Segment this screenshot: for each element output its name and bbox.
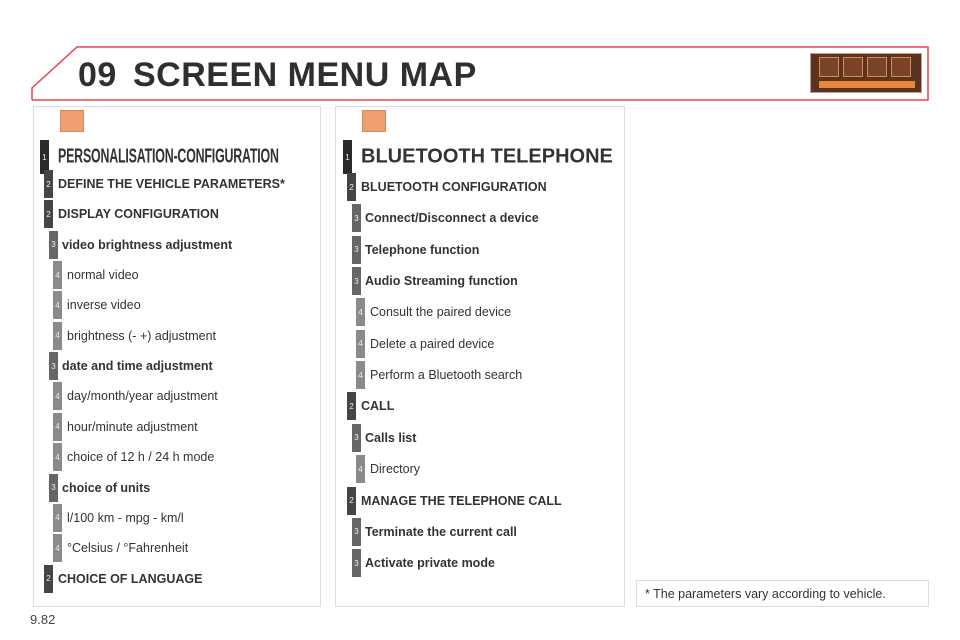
menu-item-label: date and time adjustment xyxy=(62,359,213,374)
menu-item-label: video brightness adjustment xyxy=(62,237,233,252)
menu-item-label: CHOICE OF LANGUAGE xyxy=(58,571,203,586)
menu-item-label: Connect/Disconnect a device xyxy=(365,211,539,226)
menu-item-label: choice of units xyxy=(62,480,151,495)
page-title: SCREEN MENU MAP xyxy=(133,56,477,94)
menu-item-label: BLUETOOTH CONFIGURATION xyxy=(361,180,547,194)
level-badge: 4 xyxy=(53,291,62,320)
level-badge: 3 xyxy=(352,423,361,452)
personalisation-panel xyxy=(33,106,321,607)
level-badge: 2 xyxy=(347,392,356,421)
level-badge: 4 xyxy=(53,412,62,441)
menu-item-label: BLUETOOTH TELEPHONE xyxy=(361,145,613,168)
level-badge: 4 xyxy=(356,329,365,358)
level-badge: 3 xyxy=(49,352,58,381)
settings-icon xyxy=(867,57,887,77)
level-badge: 2 xyxy=(347,173,356,201)
level-badge: 4 xyxy=(356,361,365,390)
level-badge: 4 xyxy=(53,503,62,532)
level-badge: 2 xyxy=(347,486,356,515)
menu-item-label: Consult the paired device xyxy=(370,305,512,320)
menu-item-label: Perform a Bluetooth search xyxy=(370,368,523,383)
level-badge: 1 xyxy=(343,140,352,174)
menu-item-label: inverse video xyxy=(67,298,141,313)
menu-item-label: hour/minute adjustment xyxy=(67,419,198,434)
level-badge: 2 xyxy=(44,200,53,229)
level-badge: 3 xyxy=(352,235,361,264)
menu-item-label: MANAGE THE TELEPHONE CALL xyxy=(361,493,562,508)
highlight-bar xyxy=(819,81,915,88)
page-number: 9.82 xyxy=(30,612,56,627)
menu-item-label: day/month/year adjustment xyxy=(67,389,218,404)
menu-item-label: Activate private mode xyxy=(365,556,495,571)
menu-item-label: Telephone function xyxy=(365,242,480,257)
menu-item-label: normal video xyxy=(67,268,139,283)
level-badge: 2 xyxy=(44,564,53,593)
menu-item-label: Terminate the current call xyxy=(365,524,517,539)
level-badge: 4 xyxy=(356,455,365,484)
level-badge: 4 xyxy=(356,298,365,327)
menu-item-label: Delete a paired device xyxy=(370,336,495,351)
level-badge: 4 xyxy=(53,443,62,472)
menu-item-label: DISPLAY CONFIGURATION xyxy=(58,207,219,222)
level-badge: 4 xyxy=(53,382,62,411)
fuel-icon xyxy=(843,57,863,77)
level-badge: 3 xyxy=(352,549,361,578)
level-badge: 4 xyxy=(53,534,62,563)
menu-item-label: Directory xyxy=(370,462,421,477)
menu-item-label: brightness (- +) adjustment xyxy=(67,328,217,343)
menu-item-label: Audio Streaming function xyxy=(365,274,518,289)
level-badge: 3 xyxy=(49,473,58,502)
level-badge: 3 xyxy=(352,204,361,233)
menu-item-label: Calls list xyxy=(365,430,417,445)
level-badge: 2 xyxy=(44,170,53,198)
bluetooth-panel xyxy=(335,106,625,607)
level-badge: 3 xyxy=(352,517,361,546)
level-badge: 4 xyxy=(53,321,62,350)
header-frame xyxy=(31,46,929,101)
level-badge: 3 xyxy=(352,267,361,296)
menu-item-label: choice of 12 h / 24 h mode xyxy=(67,450,215,465)
phone-icon xyxy=(891,57,911,77)
menu-item-label: °Celsius / °Fahrenheit xyxy=(67,541,189,556)
menu-item-label: l/100 km - mpg - km/l xyxy=(67,510,184,525)
menu-item-label: DEFINE THE VEHICLE PARAMETERS* xyxy=(58,177,285,191)
menu-item-label: CALL xyxy=(361,399,395,414)
level-badge: 3 xyxy=(49,230,58,259)
level-badge: 1 xyxy=(40,140,49,174)
level-badge: 4 xyxy=(53,261,62,290)
music-icon xyxy=(819,57,839,77)
menu-item-label: PERSONALISATION-CONFIGURATION xyxy=(58,145,279,168)
bluetooth-phone-icon xyxy=(362,110,386,132)
menu-icons-strip xyxy=(810,53,922,93)
settings-icon xyxy=(60,110,84,132)
chapter-number: 09 xyxy=(78,56,117,94)
footnote: * The parameters vary according to vehic… xyxy=(636,580,929,607)
